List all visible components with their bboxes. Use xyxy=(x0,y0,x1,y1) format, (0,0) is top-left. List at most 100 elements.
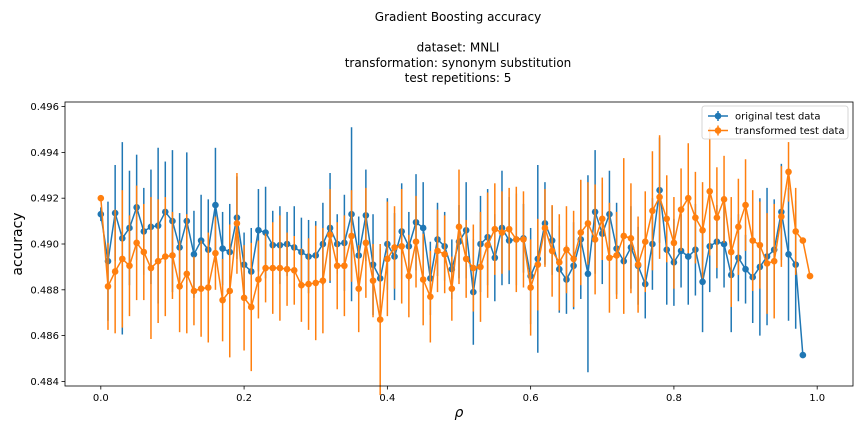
chart-title-line: transformation: synonym substitution xyxy=(345,56,572,70)
y-tick-label: 0.492 xyxy=(30,194,59,205)
data-point xyxy=(598,215,606,223)
data-point xyxy=(355,285,363,292)
data-point xyxy=(555,259,563,266)
data-point xyxy=(455,223,463,231)
legend-label: original test data xyxy=(735,112,820,123)
data-point xyxy=(477,263,484,271)
legend-label: transformed test data xyxy=(735,126,845,137)
data-point xyxy=(527,284,534,291)
data-point xyxy=(226,287,234,295)
data-point xyxy=(405,272,413,280)
data-point xyxy=(584,270,592,278)
data-point xyxy=(262,264,269,272)
data-point xyxy=(183,270,191,278)
data-point xyxy=(154,257,162,265)
data-point xyxy=(634,261,642,268)
legend-marker xyxy=(714,127,722,134)
y-tick-label: 0.484 xyxy=(30,377,59,388)
data-point xyxy=(620,232,628,240)
data-point xyxy=(742,265,749,273)
data-point xyxy=(770,257,778,265)
data-point xyxy=(448,285,456,292)
x-tick-label: 0.8 xyxy=(666,393,682,404)
legend-marker xyxy=(714,112,722,120)
data-point xyxy=(341,262,348,270)
data-point xyxy=(247,303,255,311)
data-point xyxy=(212,201,219,209)
x-tick-label: 1.0 xyxy=(809,393,825,404)
series-original xyxy=(97,127,807,373)
data-point xyxy=(169,252,176,259)
data-point xyxy=(384,255,391,263)
data-point xyxy=(491,225,499,233)
data-point xyxy=(627,234,635,242)
data-point xyxy=(799,351,807,359)
data-point xyxy=(677,206,685,213)
y-axis-label: accuracy xyxy=(10,212,26,275)
y-tick-label: 0.486 xyxy=(30,331,59,342)
data-point xyxy=(348,232,355,240)
data-point xyxy=(240,294,248,302)
data-point xyxy=(785,168,792,176)
x-tick-label: 0.2 xyxy=(236,393,252,404)
data-point xyxy=(663,215,671,223)
data-point xyxy=(233,220,241,227)
x-tick-label: 0.6 xyxy=(523,393,539,404)
data-point xyxy=(684,194,692,202)
data-point xyxy=(362,239,370,247)
data-point xyxy=(255,226,262,234)
data-point xyxy=(176,283,183,290)
data-point xyxy=(742,201,749,209)
legend-item: original test data xyxy=(708,111,820,123)
data-point xyxy=(498,229,506,236)
data-point xyxy=(806,272,814,280)
x-axis-ticks: 0.0 0.2 0.4 0.6 0.8 1.0 xyxy=(93,386,825,404)
data-point xyxy=(97,194,105,202)
data-point xyxy=(749,237,757,244)
data-point xyxy=(190,287,198,295)
data-point xyxy=(470,264,477,272)
data-point xyxy=(778,213,785,220)
data-point xyxy=(369,277,377,284)
data-point xyxy=(305,280,312,288)
data-point xyxy=(419,224,427,232)
data-point xyxy=(570,255,577,263)
data-point xyxy=(541,224,549,232)
data-point xyxy=(699,226,706,234)
data-point xyxy=(563,246,570,254)
data-point xyxy=(197,285,205,292)
x-tick-label: 0.4 xyxy=(379,393,395,404)
data-point xyxy=(283,265,291,273)
data-point xyxy=(333,262,341,270)
data-point xyxy=(727,248,735,256)
data-point xyxy=(212,249,219,257)
data-point xyxy=(720,240,728,248)
data-point xyxy=(656,193,663,201)
data-point xyxy=(398,242,405,250)
data-point xyxy=(276,264,284,272)
data-point xyxy=(319,277,327,284)
data-point xyxy=(505,225,513,233)
data-point xyxy=(692,214,699,221)
legend: original test data transformed test data xyxy=(701,105,849,140)
data-point xyxy=(649,207,656,215)
data-point xyxy=(219,296,226,304)
data-point xyxy=(720,196,728,203)
data-point xyxy=(119,255,126,263)
data-point xyxy=(577,229,585,236)
data-point xyxy=(591,236,599,243)
data-point xyxy=(713,214,721,221)
data-point xyxy=(126,262,133,270)
data-point xyxy=(534,261,542,268)
data-point xyxy=(763,260,771,267)
data-point xyxy=(419,276,427,283)
data-point xyxy=(391,244,398,251)
data-point xyxy=(255,276,262,283)
y-tick-label: 0.496 xyxy=(30,102,59,113)
plot-series xyxy=(97,127,814,396)
data-point xyxy=(520,236,527,243)
data-point xyxy=(104,283,112,290)
data-point xyxy=(219,245,226,252)
